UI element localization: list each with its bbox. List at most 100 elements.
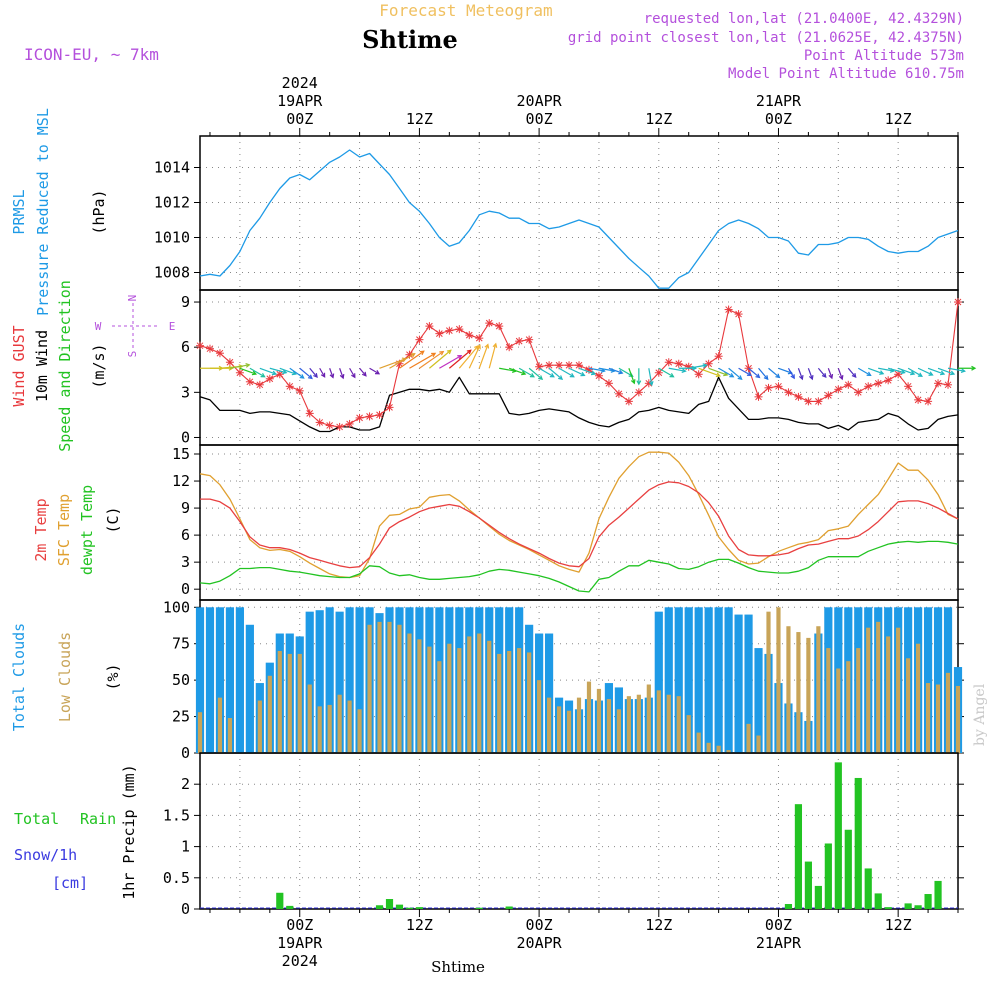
y-tick-label: 0 [181,580,190,598]
wind-arrow-shaft [289,367,305,379]
pressure-label-2: Pressure Reduced to MSL [34,108,52,316]
low-cloud-bar [337,694,342,753]
low-cloud-bar [397,624,402,753]
wind-arrow [349,367,356,379]
footer-location: Shtime [431,958,485,976]
wind-arrow [558,367,575,378]
wind-arrow-shaft [448,349,472,369]
total-cloud-bar [205,607,215,753]
wind-arrow-head [917,372,923,377]
low-cloud-bar [566,710,572,753]
time-label-top: 12Z [885,110,912,128]
temp2m-line [200,481,959,569]
wind-arrow-shaft [718,367,734,378]
wind-arrow-shaft [458,345,479,369]
gust-marker-d2 [874,379,882,387]
wind-arrow-head [492,342,498,348]
low-cloud-bar [786,626,791,753]
gust-marker-d2 [216,349,224,357]
wind-arrow-head [521,370,527,376]
y-tick-label: 1.5 [163,806,190,824]
gust-marker [575,361,583,370]
wind-arrow-head [838,375,844,381]
gust-marker-d2 [525,336,533,344]
time-label-top: 00Z [526,110,553,128]
wind-arrow-head [755,373,761,379]
total-cloud-bar [923,607,933,753]
y-tick-label: 75 [172,635,190,653]
wind-arrow-head [715,372,722,378]
gust-marker-d2 [625,398,633,405]
y-tick-label: 6 [181,338,190,356]
model-altitude: Model Point Altitude 610.75m [728,66,964,82]
low-clouds-label: Low Clouds [56,632,74,722]
low-cloud-bar [856,648,861,753]
total-cloud-bar [355,607,364,753]
rain-bar [854,777,862,909]
wind-arrow-head [320,372,326,378]
y-tick-label: 1008 [154,264,190,282]
rain-bar [475,907,483,909]
wind-arrow-shaft [878,367,894,372]
total-cloud-bar [933,607,943,753]
gust-marker [944,380,953,389]
wind-arrow-head [291,370,297,376]
rain-bar [505,906,513,909]
wind-arrow-head [630,379,636,385]
gust-marker-d2 [695,370,703,378]
total-cloud-bar [315,610,324,753]
gust-marker [485,319,494,328]
gust-marker-d2 [266,375,274,383]
wind-arrow-head [737,375,743,380]
grid-point-coords: grid point closest lon,lat (21.0625E, 42… [568,30,964,46]
gust-marker-d2 [565,361,573,369]
wind-arrow-head [251,370,258,376]
wind-arrow-head [419,350,425,356]
wind-arrow [269,367,288,375]
low-cloud-bar [686,715,691,753]
gust-marker [565,361,574,370]
wind-arrow-head [851,373,857,379]
wind-arrow [897,367,916,376]
time-label-bottom: 00Z [286,916,313,934]
low-cloud-bar [676,696,681,753]
wind-arrow [359,367,367,377]
wind-arrow-shaft [618,367,633,377]
wind-arrow-shaft [787,367,795,379]
low-cloud-bar [706,742,711,753]
wind-arrow-head [669,373,675,378]
wind-arrow-head [549,373,555,378]
wind-arrow [239,367,258,376]
time-label-top: 20APR [517,92,563,110]
wind-arrow-shaft [797,368,803,380]
low-cloud-bar [447,643,452,753]
gust-marker-d2 [854,388,862,396]
rain-bar [864,868,872,909]
wind-arrow [708,367,729,377]
gust-marker [455,325,464,334]
low-cloud-bar [806,637,811,753]
rain-bar [375,905,384,909]
time-label-bottom: 2024 [282,952,318,970]
gust-marker [445,326,454,335]
rain-bar [884,907,892,909]
dewpt-label: dewpt Temp [78,485,96,575]
low-cloud-bar [746,723,751,753]
rain-bar [844,829,852,909]
wind-arrow [259,367,277,376]
wind-arrow-shaft [917,367,933,376]
wind-arrow-head [282,369,288,375]
gust-marker [954,298,962,307]
total-cloud-bar [305,611,314,753]
wind-arrow-shaft [389,353,416,369]
low-cloud-bar [227,718,233,753]
time-label-bottom: 12Z [885,916,912,934]
gust-marker-d2 [406,351,413,359]
wind-arrow [339,368,345,380]
wind-arrow-shaft [738,367,752,376]
wind-speed-line [199,376,959,433]
gust-marker [285,382,294,391]
low-cloud-bar [646,684,651,753]
gust-marker-d2 [665,358,673,366]
